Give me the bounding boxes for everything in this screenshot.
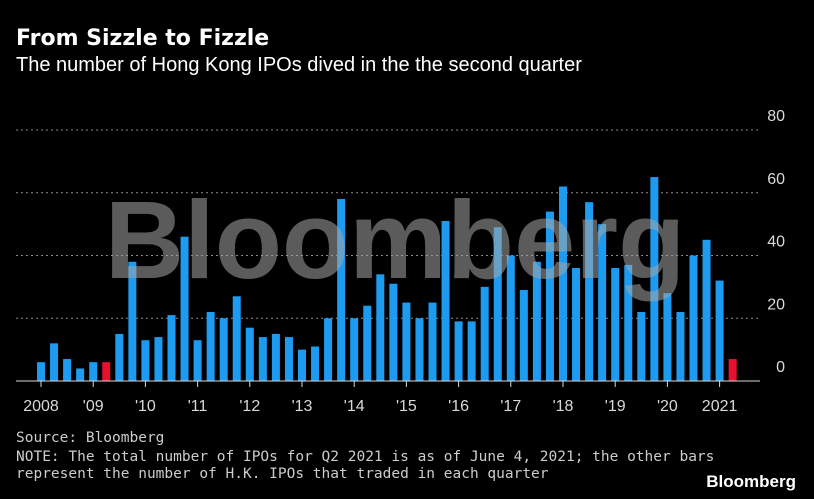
bar-2015-q3 bbox=[428, 302, 437, 381]
footnote-line-2: represent the number of H.K. IPOs that t… bbox=[16, 466, 549, 482]
x-tick-label: '09 bbox=[83, 398, 104, 415]
chart-title: From Sizzle to Fizzle bbox=[16, 26, 270, 51]
bar-2017-q1 bbox=[506, 255, 515, 381]
bar-2020-q3 bbox=[689, 255, 698, 381]
x-axis-ticks: 2008 '09 '10 '11 '12 '13 '14 '15 '16 '17 '18 '19 '20… bbox=[23, 381, 737, 415]
bar-2009-q3 bbox=[115, 333, 124, 381]
y-tick-label: 0 bbox=[776, 359, 785, 376]
bar-2017-q3 bbox=[532, 261, 541, 381]
bar-2019-q1 bbox=[611, 268, 620, 381]
bar-2016-q1 bbox=[454, 321, 463, 381]
bar-2008-q1 bbox=[37, 362, 45, 381]
bar-2008-q4 bbox=[76, 368, 85, 381]
x-tick-label: 2021 bbox=[702, 398, 738, 415]
bar-2014-q1 bbox=[350, 318, 359, 381]
bar-2011-q3 bbox=[219, 318, 228, 381]
bar-2018-q1 bbox=[559, 186, 567, 381]
bar-2016-q3 bbox=[480, 286, 489, 381]
chart-subtitle: The number of Hong Kong IPOs dived in th… bbox=[16, 54, 582, 76]
bar-2019-q4 bbox=[650, 177, 659, 381]
bar-2018-q4 bbox=[598, 224, 607, 381]
y-tick-label: 20 bbox=[767, 296, 785, 313]
bar-2012-q3 bbox=[271, 333, 280, 381]
bar-2018-q2 bbox=[572, 268, 581, 381]
bar-2014-q3 bbox=[376, 274, 385, 381]
bar-2011-q1 bbox=[193, 340, 202, 381]
bar-2011-q2 bbox=[206, 311, 215, 381]
source-note: Source: Bloomberg bbox=[16, 430, 165, 446]
bloomberg-logo: Bloomberg bbox=[706, 472, 796, 491]
bar-2009-q2 bbox=[102, 362, 111, 381]
bar-2014-q2 bbox=[363, 305, 372, 381]
bar-2010-q2 bbox=[154, 337, 163, 381]
bar-2021-q2 bbox=[728, 359, 737, 381]
y-axis-ticks: 0 20 40 60 80 bbox=[767, 108, 785, 376]
bar-2020-q1 bbox=[663, 293, 672, 381]
bar-2013-q1 bbox=[298, 349, 306, 381]
footnote-line-1: NOTE: The total number of IPOs for Q2 20… bbox=[16, 449, 715, 465]
bar-2019-q2 bbox=[624, 264, 633, 381]
bar-2013-q3 bbox=[324, 318, 333, 381]
bar-2012-q2 bbox=[258, 337, 267, 381]
bar-2010-q1 bbox=[141, 340, 150, 381]
bar-2013-q4 bbox=[337, 199, 346, 381]
bar-2010-q4 bbox=[180, 236, 189, 381]
bar-2008-q2 bbox=[50, 343, 59, 381]
x-tick-label: 2008 bbox=[23, 398, 59, 415]
x-tick-label: '16 bbox=[448, 398, 469, 415]
y-tick-label: 40 bbox=[767, 234, 785, 251]
bar-2008-q3 bbox=[63, 359, 72, 381]
bars bbox=[37, 177, 737, 381]
bar-2020-q2 bbox=[676, 311, 685, 381]
bar-2012-q4 bbox=[284, 337, 293, 381]
bar-2015-q1 bbox=[402, 302, 411, 381]
bar-2020-q4 bbox=[702, 239, 711, 381]
bar-2017-q4 bbox=[545, 211, 554, 381]
bar-2016-q2 bbox=[467, 321, 476, 381]
bar-2014-q4 bbox=[389, 283, 398, 381]
bar-2015-q4 bbox=[441, 220, 450, 381]
watermark: Bloomberg bbox=[105, 179, 686, 302]
bar-2017-q2 bbox=[519, 290, 528, 381]
x-tick-label: '13 bbox=[292, 398, 313, 415]
bar-2015-q2 bbox=[415, 318, 424, 381]
bar-2010-q3 bbox=[167, 315, 176, 381]
bar-2009-q1 bbox=[89, 362, 98, 381]
bar-2009-q4 bbox=[128, 261, 137, 381]
bar-2016-q4 bbox=[493, 227, 502, 381]
bar-2012-q1 bbox=[245, 327, 254, 381]
x-tick-label: '19 bbox=[605, 398, 626, 415]
y-tick-label: 80 bbox=[767, 108, 785, 125]
bar-2019-q3 bbox=[637, 311, 646, 381]
bar-2013-q2 bbox=[311, 346, 320, 381]
x-tick-label: '18 bbox=[553, 398, 574, 415]
gridlines bbox=[16, 129, 760, 319]
x-tick-label: '14 bbox=[344, 398, 365, 415]
bar-2011-q4 bbox=[232, 296, 241, 381]
x-tick-label: '10 bbox=[135, 398, 156, 415]
bar-2021-q1 bbox=[715, 280, 724, 381]
x-tick-label: '15 bbox=[396, 398, 417, 415]
bar-2018-q3 bbox=[585, 202, 594, 381]
x-tick-label: '12 bbox=[239, 398, 260, 415]
x-tick-label: '17 bbox=[500, 398, 521, 415]
x-tick-label: '11 bbox=[188, 398, 208, 415]
x-tick-label: '20 bbox=[657, 398, 678, 415]
y-tick-label: 60 bbox=[767, 171, 785, 188]
